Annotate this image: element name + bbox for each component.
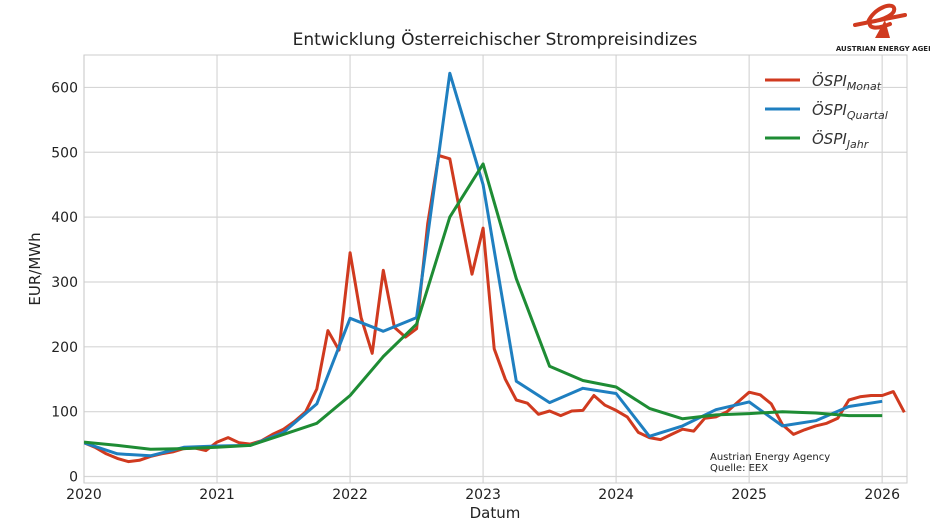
y-axis-label: EUR/MWh (26, 232, 44, 305)
annotation-line-2: Quelle: EEX (710, 463, 768, 474)
legend-name: ÖSPI (812, 100, 847, 119)
legend-subscript: Monat (847, 80, 882, 93)
annotation-line-1: Austrian Energy Agency (710, 452, 830, 463)
y-tick-label: 0 (69, 470, 78, 486)
x-tick-label: 2020 (66, 487, 102, 503)
x-ticks: 2020 2021 2022 2023 2024 2025 2026 (66, 487, 900, 503)
x-tick-label: 2026 (864, 487, 900, 503)
grid (83, 55, 907, 483)
x-tick-label: 2021 (199, 487, 235, 503)
y-tick-label: 300 (51, 275, 78, 291)
legend-subscript: Jahr (845, 138, 870, 151)
y-tick-label: 600 (51, 80, 78, 96)
y-ticks: 0 100 200 300 400 500 600 (51, 80, 78, 485)
x-tick-label: 2022 (332, 487, 368, 503)
legend-name: ÖSPI (812, 71, 847, 90)
logo: AUSTRIAN ENERGY AGENCY (836, 3, 930, 53)
legend-label-monat: ÖSPIMonat (812, 71, 882, 93)
y-tick-label: 400 (51, 210, 78, 226)
logo-text: AUSTRIAN ENERGY AGENCY (836, 45, 930, 53)
legend-subscript: Quartal (847, 109, 888, 122)
x-tick-label: 2024 (598, 487, 634, 503)
legend-label-jahr: ÖSPIJahr (812, 129, 870, 151)
series-lines (83, 71, 906, 464)
y-tick-label: 100 (51, 405, 78, 421)
logo-a-mark (875, 20, 890, 38)
plot-frame (83, 54, 908, 484)
y-tick-label: 200 (51, 340, 78, 356)
x-tick-label: 2025 (731, 487, 767, 503)
chart-title: Entwicklung Österreichischer Strompreisi… (293, 28, 698, 50)
x-axis-label: Datum (470, 504, 521, 522)
logo-e-mark (853, 3, 907, 30)
legend-label-quartal: ÖSPIQuartal (812, 100, 888, 122)
legend-name: ÖSPI (812, 129, 847, 148)
x-tick-label: 2023 (465, 487, 501, 503)
y-tick-label: 500 (51, 145, 78, 161)
